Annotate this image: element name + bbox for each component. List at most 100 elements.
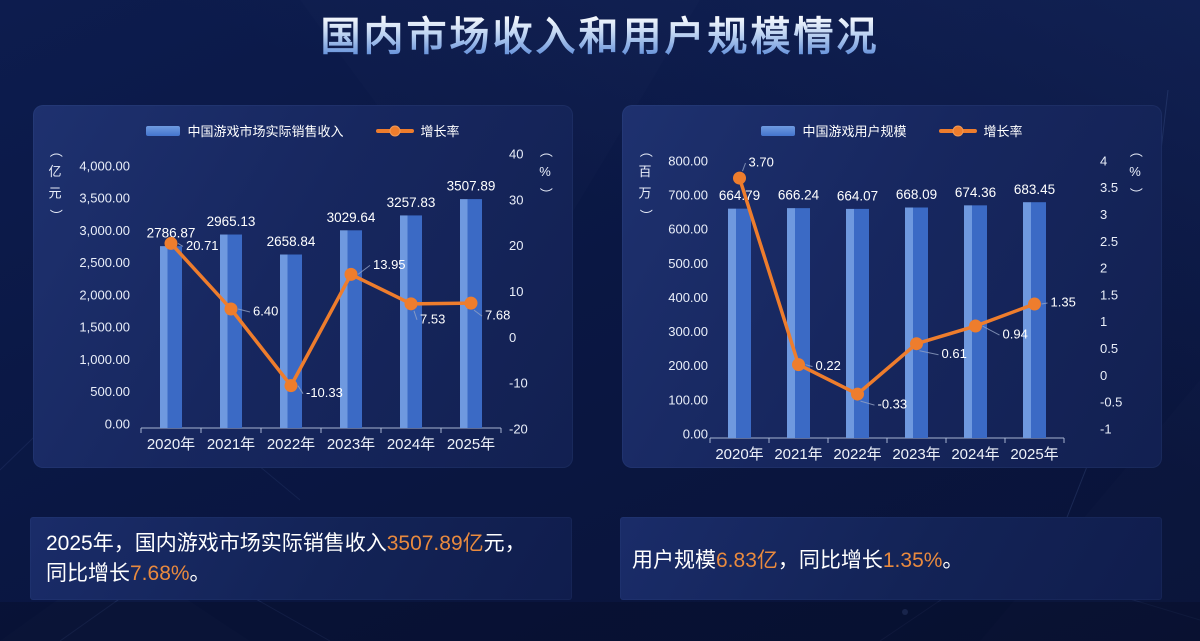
legend-item-growth-rate[interactable]: 增长率 [375,121,460,140]
svg-text:3029.64: 3029.64 [327,210,376,225]
svg-text:700.00: 700.00 [668,188,708,203]
svg-text:2786.87: 2786.87 [147,226,196,241]
svg-text:3: 3 [1100,207,1107,222]
svg-text:亿: 亿 [48,164,61,179]
svg-text:%: % [1129,164,1141,179]
svg-text:800.00: 800.00 [668,153,708,168]
svg-text:百: 百 [638,164,651,179]
legend-label-growth-rate: 增长率 [420,124,460,139]
svg-text:-10.33: -10.33 [306,385,343,400]
svg-text:500.00: 500.00 [668,256,708,271]
users-chart-legend: 中国游戏用户规模 增长率 [622,121,1162,140]
svg-text:200.00: 200.00 [668,358,708,373]
svg-text:1,000.00: 1,000.00 [79,352,130,367]
svg-text:1: 1 [1100,314,1107,329]
summary-text: 同比增长 [46,561,130,585]
svg-text:-0.5: -0.5 [1100,395,1122,410]
revenue-summary-line2: 同比增长7.68%。 [46,559,556,589]
summary-text: 2025年，国内游戏市场实际销售收入 [46,531,387,555]
svg-text:-1: -1 [1100,421,1112,436]
legend-label-revenue: 中国游戏市场实际销售收入 [187,124,344,139]
line-series-marker-icon [938,128,977,133]
svg-text:683.45: 683.45 [1014,182,1055,197]
svg-text:2,000.00: 2,000.00 [79,287,130,302]
svg-text:4: 4 [1100,153,1107,168]
highlight-value: 7.68% [130,561,190,585]
svg-text:2021年: 2021年 [774,446,822,463]
svg-text:0: 0 [509,330,516,345]
line-series-marker-icon [375,128,414,133]
summary-text: 元， [483,531,526,555]
svg-text:20: 20 [509,238,523,253]
svg-text:3.70: 3.70 [749,155,774,170]
svg-text:3,000.00: 3,000.00 [79,223,130,238]
users-summary-line: 用户规模6.83亿，同比增长1.35%。 [632,544,963,574]
svg-text:2022年: 2022年 [267,436,315,453]
svg-text:（: （ [1129,144,1144,157]
svg-text:（: （ [639,144,654,157]
svg-text:674.36: 674.36 [955,185,996,200]
svg-text:）: ） [1129,187,1144,200]
svg-text:2020年: 2020年 [147,436,195,453]
svg-text:万: 万 [638,185,651,200]
legend-item-users[interactable]: 中国游戏用户规模 [761,121,907,140]
summary-text: 。 [942,548,964,572]
revenue-chart-legend: 中国游戏市场实际销售收入 增长率 [33,121,573,140]
svg-text:（: （ [49,144,64,157]
svg-text:%: % [539,164,551,179]
svg-text:1.35: 1.35 [1051,294,1076,309]
svg-text:3.5: 3.5 [1100,180,1118,195]
svg-text:2023年: 2023年 [327,436,375,453]
legend-item-growth-rate[interactable]: 增长率 [938,121,1023,140]
svg-text:2023年: 2023年 [892,446,940,463]
svg-text:2021年: 2021年 [207,436,255,453]
revenue-summary-line1: 2025年，国内游戏市场实际销售收入3507.89亿元， [46,529,556,559]
svg-text:10: 10 [509,284,523,299]
svg-text:2.5: 2.5 [1100,234,1118,249]
revenue-chart-panel: 中国游戏市场实际销售收入 增长率 4,000.00 3,500.00 3,000.0… [33,105,573,468]
svg-text:100.00: 100.00 [668,392,708,407]
svg-text:600.00: 600.00 [668,222,708,237]
svg-text:0.94: 0.94 [1003,326,1028,341]
svg-text:2024年: 2024年 [951,446,999,463]
bar-series-marker-icon [146,125,181,136]
revenue-chart-canvas: 4,000.00 3,500.00 3,000.00 2,500.00 2,000.00… [48,144,554,453]
svg-text:7.68: 7.68 [485,308,510,323]
svg-text:4,000.00: 4,000.00 [79,158,130,173]
summary-text: 用户规模 [632,548,716,572]
svg-text:元: 元 [48,185,61,200]
svg-text:-10: -10 [509,376,528,391]
svg-text:3257.83: 3257.83 [387,195,436,210]
highlight-value: 3507.89亿 [386,531,484,555]
svg-text:2658.84: 2658.84 [267,234,316,249]
svg-text:500.00: 500.00 [90,384,130,399]
svg-text:300.00: 300.00 [668,324,708,339]
svg-text:30: 30 [509,192,523,207]
svg-text:0.00: 0.00 [683,426,708,441]
users-chart-canvas: 800.00700.00600.00500.00400.00300.00200.… [638,144,1144,463]
svg-text:13.95: 13.95 [373,257,406,272]
svg-text:0.00: 0.00 [105,416,130,431]
svg-text:-0.33: -0.33 [878,397,908,412]
svg-text:20.71: 20.71 [186,238,219,253]
svg-text:2: 2 [1100,261,1107,276]
svg-text:2965.13: 2965.13 [207,214,256,229]
legend-label-growth-rate: 增长率 [983,124,1023,139]
svg-text:2020年: 2020年 [715,446,763,463]
legend-item-revenue[interactable]: 中国游戏市场实际销售收入 [146,121,344,140]
svg-text:400.00: 400.00 [668,290,708,305]
svg-text:3,500.00: 3,500.00 [79,191,130,206]
svg-text:668.09: 668.09 [896,187,937,202]
bar-series-marker-icon [761,125,796,136]
legend-label-users: 中国游戏用户规模 [802,124,907,139]
highlight-value: 1.35% [882,548,943,572]
users-summary-box: 用户规模6.83亿，同比增长1.35%。 [620,517,1162,600]
svg-text:2022年: 2022年 [833,446,881,463]
svg-text:664.07: 664.07 [837,188,878,203]
summary-text: ，同比增长 [777,548,883,572]
svg-text:1,500.00: 1,500.00 [79,320,130,335]
svg-text:2,500.00: 2,500.00 [79,255,130,270]
svg-text:（: （ [539,144,554,157]
svg-text:1.5: 1.5 [1100,287,1118,302]
svg-text:0: 0 [1100,368,1107,383]
